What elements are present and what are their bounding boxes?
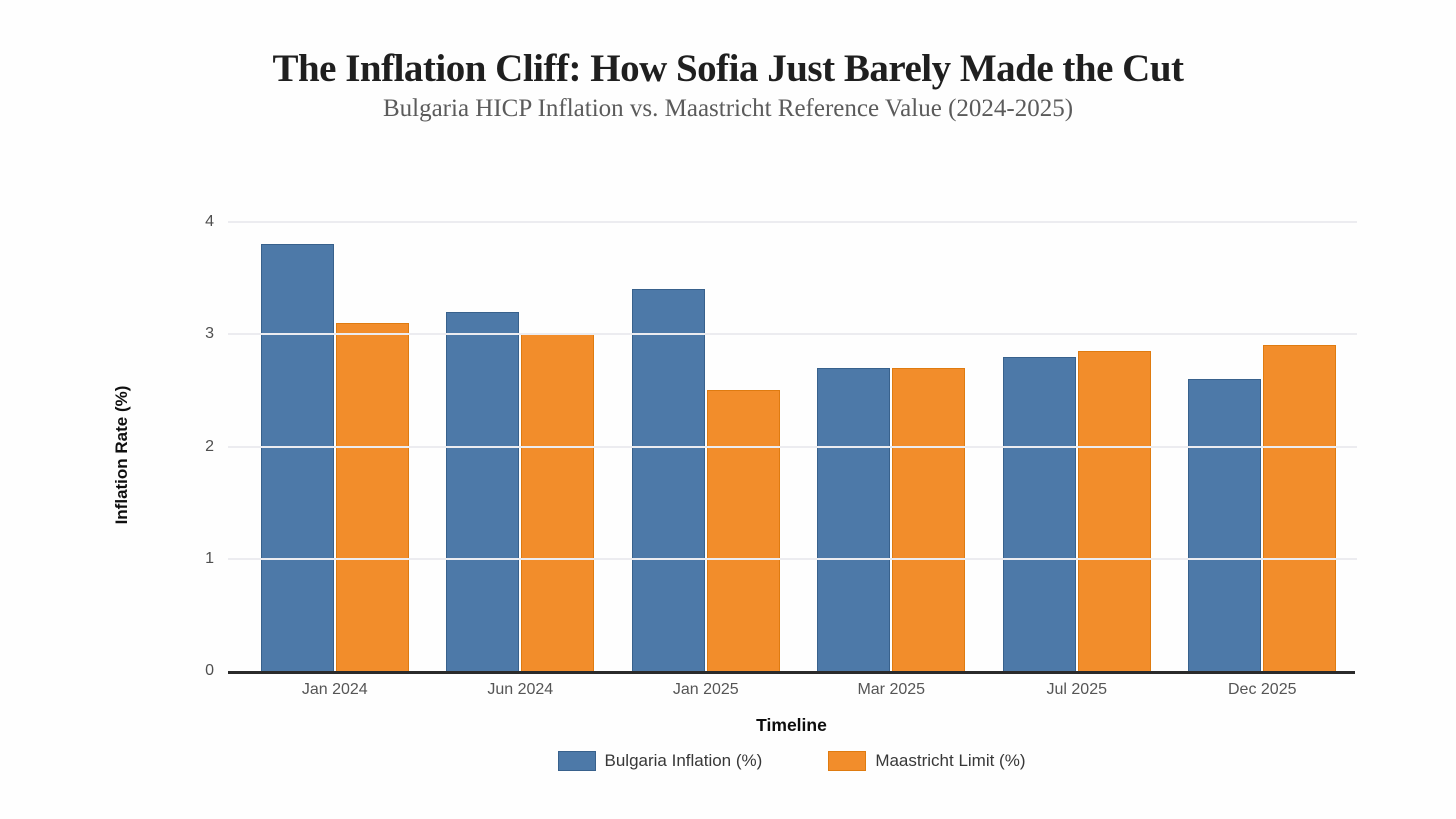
legend-label: Bulgaria Inflation (%) bbox=[604, 751, 763, 770]
bar bbox=[1263, 345, 1337, 671]
x-tick-label: Jun 2024 bbox=[487, 681, 554, 698]
bar bbox=[335, 323, 409, 671]
plot-area: 0 1 2 3 4 bbox=[205, 213, 1357, 679]
bar-group bbox=[799, 222, 985, 671]
gridline bbox=[228, 333, 1357, 336]
y-tick-label: 0 bbox=[205, 662, 214, 679]
legend-swatch bbox=[828, 751, 867, 771]
bars-container bbox=[228, 222, 1355, 671]
legend-label: Maastricht Limit (%) bbox=[875, 751, 1026, 770]
legend-item: Bulgaria Inflation (%) bbox=[557, 751, 763, 771]
x-tick-label: Mar 2025 bbox=[857, 681, 926, 698]
bar-group bbox=[1170, 222, 1356, 671]
x-tick-label: Jan 2024 bbox=[301, 681, 368, 698]
y-tick-label: 2 bbox=[205, 437, 214, 455]
x-axis-title: Timeline bbox=[756, 715, 827, 735]
bar-group bbox=[242, 222, 428, 671]
bar bbox=[892, 367, 966, 671]
legend-swatch bbox=[557, 751, 596, 771]
x-tick-label: Jan 2025 bbox=[672, 681, 739, 698]
x-axis-tick-labels: Jan 2024 Jun 2024 Jan 2025 Mar 2025 Jul 2025… bbox=[228, 681, 1355, 699]
bar-group bbox=[984, 222, 1170, 671]
y-tick-label: 1 bbox=[205, 549, 214, 567]
gridline bbox=[228, 557, 1357, 560]
bar bbox=[1077, 351, 1151, 671]
bar bbox=[706, 390, 780, 671]
chart-title: The Inflation Cliff: How Sofia Just Bare… bbox=[272, 47, 1184, 90]
bar bbox=[1002, 356, 1076, 671]
bar bbox=[260, 244, 334, 671]
legend: Bulgaria Inflation (%) Maastricht Limit (… bbox=[228, 751, 1355, 771]
bar bbox=[631, 289, 705, 671]
bar-group bbox=[428, 222, 614, 671]
x-tick-label: Jul 2025 bbox=[1046, 681, 1108, 698]
gridline bbox=[228, 221, 1357, 223]
y-axis-title: Inflation Rate (%) bbox=[112, 385, 131, 525]
bar bbox=[817, 367, 891, 671]
bar bbox=[1188, 379, 1262, 671]
chart-subtitle: Bulgaria HICP Inflation vs. Maastricht R… bbox=[382, 95, 1074, 122]
legend-item: Maastricht Limit (%) bbox=[828, 751, 1026, 771]
x-tick-label: Dec 2025 bbox=[1228, 681, 1297, 698]
bar bbox=[446, 311, 520, 671]
bar bbox=[521, 334, 595, 671]
y-tick-label: 4 bbox=[205, 213, 214, 230]
bar-group bbox=[613, 222, 799, 671]
gridline bbox=[228, 445, 1357, 448]
y-tick-label: 3 bbox=[205, 325, 214, 343]
